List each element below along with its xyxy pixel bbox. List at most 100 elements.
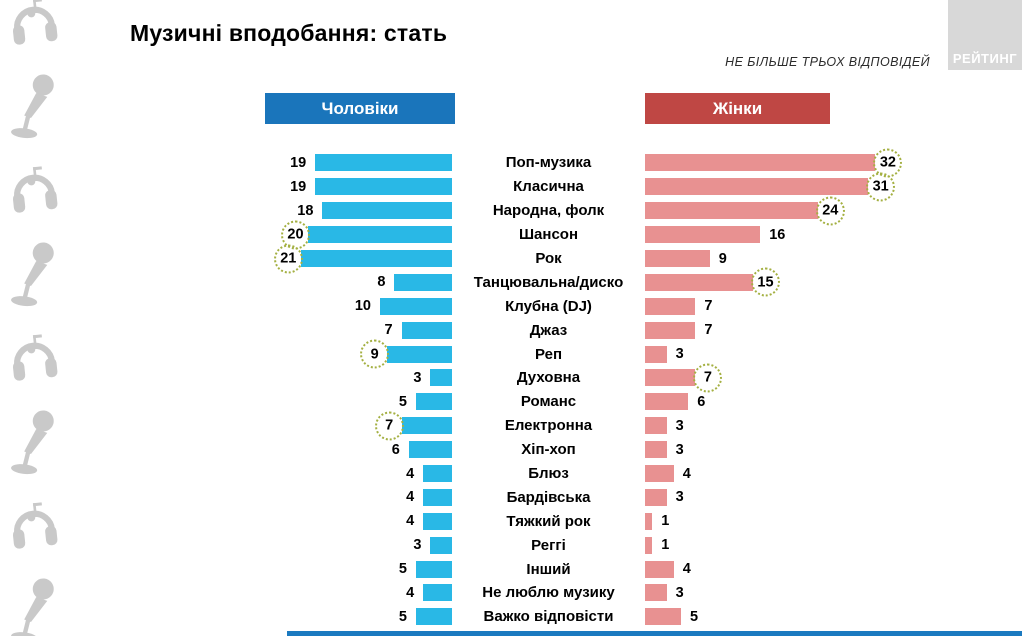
- headphones-note-icon: [2, 0, 66, 65]
- category-label: Бардівська: [506, 488, 591, 506]
- women-value: 3: [675, 346, 684, 363]
- men-bar: [308, 226, 452, 244]
- men-value: 9: [360, 339, 390, 369]
- women-value: 9: [718, 250, 727, 267]
- men-bar-zone: 20: [0, 220, 452, 250]
- women-value: 15: [751, 267, 780, 297]
- chart-row: 21 Рок 9: [0, 244, 1022, 273]
- women-bar: [645, 465, 674, 483]
- women-bar-zone: 3: [645, 417, 1022, 435]
- rating-logo: РЕЙТИНГ: [948, 0, 1022, 70]
- men-bar: [430, 369, 452, 387]
- women-value: 5: [690, 608, 699, 625]
- women-bar: [645, 512, 653, 530]
- category-label: Шансон: [518, 226, 579, 244]
- men-bar-zone: 5: [0, 393, 452, 411]
- men-value: 4: [406, 584, 415, 601]
- men-value: 10: [354, 298, 371, 315]
- women-value: 4: [682, 561, 691, 578]
- men-bar: [401, 321, 452, 339]
- page-title: Музичні вподобання: стать: [130, 20, 448, 46]
- microphone-icon: [2, 63, 66, 148]
- women-bar: [645, 584, 667, 602]
- category-label: Реггі: [531, 536, 566, 554]
- legend-women-header: Жінки: [645, 93, 830, 124]
- women-value: 3: [675, 441, 684, 458]
- women-value: 3: [675, 417, 684, 434]
- men-bar: [423, 512, 452, 530]
- men-value: 19: [290, 154, 307, 171]
- women-bar: [645, 202, 818, 220]
- men-bar-zone: 8: [0, 273, 452, 291]
- women-bar: [645, 560, 674, 578]
- women-bar-zone: 4: [645, 465, 1022, 483]
- category-label: Хіп-хоп: [521, 441, 576, 459]
- men-bar: [315, 178, 452, 196]
- chart-row: 3 Духовна 7: [0, 363, 1022, 393]
- chart-row: 5 Інший 4: [0, 557, 1022, 581]
- men-value: 4: [406, 489, 415, 506]
- left-icon-rail: [0, 0, 64, 636]
- microphone-icon: [2, 567, 66, 636]
- category-label: Тяжкий рок: [506, 512, 591, 530]
- women-value: 6: [697, 393, 706, 410]
- men-bar-zone: 4: [0, 512, 452, 530]
- men-bar-zone: 3: [0, 536, 452, 554]
- women-bar: [645, 488, 667, 506]
- women-bar-zone: 4: [645, 560, 1022, 578]
- women-bar: [645, 226, 761, 244]
- chart-row: 4 Тяжкий рок 1: [0, 509, 1022, 533]
- women-bar-zone: 6: [645, 393, 1022, 411]
- legend-women-label: Жінки: [712, 98, 763, 118]
- women-bar: [645, 441, 667, 459]
- chart-row: 4 Бардівська 3: [0, 485, 1022, 509]
- men-bar: [423, 584, 452, 602]
- men-bar: [408, 441, 452, 459]
- men-value: 7: [374, 411, 404, 441]
- women-bar-zone: 5: [645, 608, 1022, 626]
- legend-men-header: Чоловіки: [265, 93, 455, 124]
- chart-row: 7 Електронна 3: [0, 411, 1022, 441]
- chart-row: 5 Важко відповісти 5: [0, 605, 1022, 629]
- category-label: Реп: [534, 345, 563, 363]
- women-bar-zone: 32: [645, 148, 1022, 178]
- women-bar-zone: 3: [645, 441, 1022, 459]
- women-value: 3: [675, 584, 684, 601]
- chart-row: 3 Реггі 1: [0, 533, 1022, 557]
- category-label: Блюз: [528, 465, 569, 483]
- category-label: Клубна (DJ): [505, 297, 592, 315]
- men-bar-zone: 19: [0, 154, 452, 172]
- chart-row: 19 Класична 31: [0, 172, 1022, 202]
- chart-row: 7 Джаз 7: [0, 318, 1022, 342]
- headphones-note-icon: [2, 147, 66, 232]
- men-value: 21: [273, 244, 303, 273]
- footer-accent-strip: [287, 631, 1022, 636]
- men-bar: [380, 297, 452, 315]
- women-bar-zone: 1: [645, 536, 1022, 554]
- rating-logo-label: РЕЙТИНГ: [952, 51, 1018, 66]
- men-bar: [387, 345, 452, 363]
- headphones-note-icon: [2, 315, 66, 400]
- men-value: 7: [384, 322, 393, 339]
- women-bar: [645, 321, 696, 339]
- women-bar: [645, 178, 869, 196]
- men-bar-zone: 19: [0, 178, 452, 196]
- men-bar: [430, 536, 452, 554]
- men-bar: [322, 202, 452, 220]
- category-label: Важко відповісти: [483, 608, 614, 626]
- women-bar-zone: 31: [645, 172, 1022, 202]
- men-value: 18: [297, 202, 314, 219]
- men-bar-zone: 21: [0, 244, 452, 273]
- men-value: 5: [398, 393, 407, 410]
- category-label: Поп-музика: [505, 154, 592, 172]
- men-value: 5: [398, 561, 407, 578]
- category-label: Електронна: [504, 417, 593, 435]
- men-value: 3: [413, 369, 422, 386]
- men-bar-zone: 6: [0, 441, 452, 459]
- women-bar-zone: 1: [645, 512, 1022, 530]
- women-bar: [645, 250, 710, 267]
- chart-row: 4 Блюз 4: [0, 462, 1022, 486]
- category-label: Рок: [535, 250, 562, 267]
- men-bar-zone: 9: [0, 339, 452, 369]
